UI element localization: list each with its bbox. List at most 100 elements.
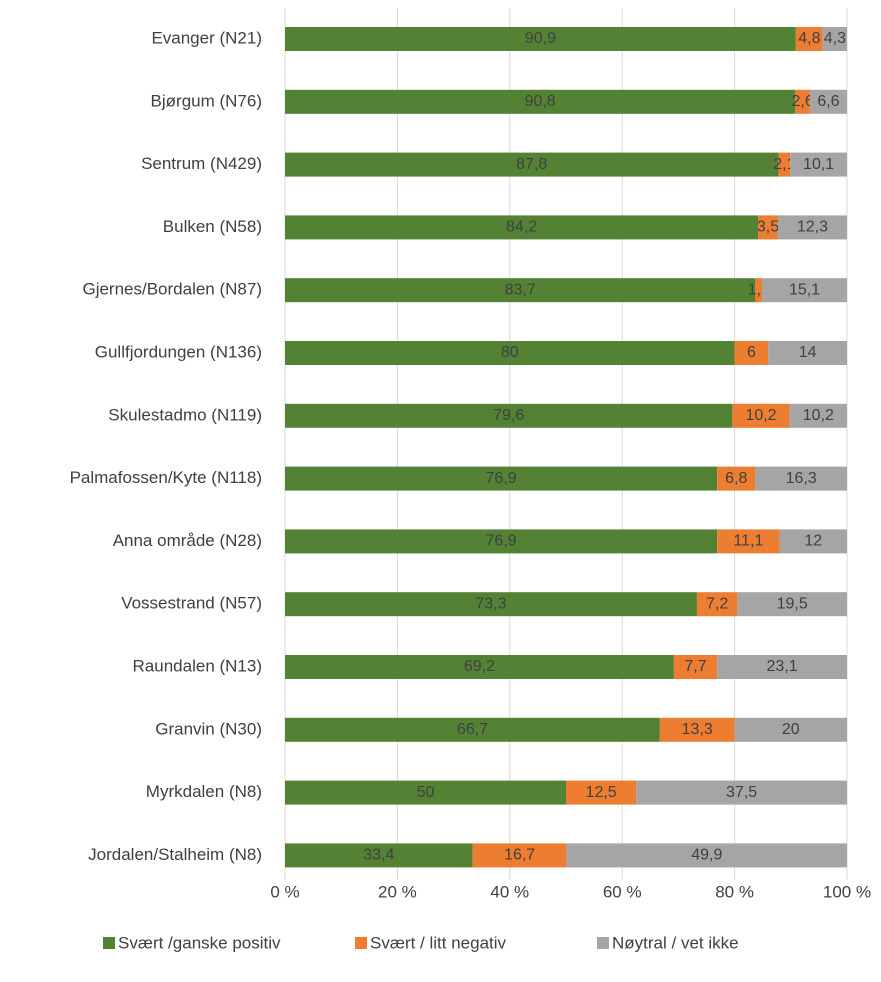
- data-label: 49,9: [691, 847, 722, 864]
- data-label: 2,1: [773, 156, 795, 173]
- bar-segment: [636, 780, 847, 805]
- data-label: 66,7: [457, 721, 488, 738]
- x-tick-label: 80 %: [715, 882, 754, 901]
- bar-segment: [755, 466, 847, 491]
- bar-segment: [809, 89, 847, 114]
- data-label: 76,9: [486, 533, 517, 550]
- bar-segment: [779, 529, 847, 554]
- bar-segment: [285, 717, 660, 742]
- data-label: 4,8: [798, 30, 820, 47]
- x-tick-label: 0 %: [270, 882, 299, 901]
- bar-segment: [734, 717, 847, 742]
- x-tick-label: 60 %: [603, 882, 642, 901]
- data-label: 20: [782, 721, 800, 738]
- bar-segment: [285, 215, 759, 240]
- data-label: 12: [804, 533, 822, 550]
- bar-segment: [822, 27, 847, 51]
- x-tick-label: 100 %: [823, 882, 871, 901]
- bar-segment: [285, 27, 796, 51]
- data-label: 83,7: [505, 281, 536, 298]
- bar-segment: [285, 592, 697, 617]
- data-label: 15,1: [789, 281, 820, 298]
- y-tick-label: Anna område (N28): [113, 531, 262, 550]
- data-label: 10,2: [803, 407, 834, 424]
- data-label: 33,4: [363, 847, 394, 864]
- bar-segment: [285, 780, 566, 805]
- y-tick-label: Gjernes/Bordalen (N87): [82, 280, 262, 299]
- bar-segment: [737, 592, 847, 617]
- y-tick-label: Palmafossen/Kyte (N118): [70, 468, 262, 487]
- data-label: 3,5: [757, 219, 779, 236]
- bar-segment: [758, 215, 778, 240]
- data-label: 90,9: [525, 30, 556, 47]
- data-label: 37,5: [726, 784, 757, 801]
- bar-segment: [566, 780, 637, 805]
- y-tick-label: Bulken (N58): [163, 217, 262, 236]
- bar-segment: [778, 152, 791, 177]
- bar-segment: [566, 843, 847, 868]
- bar-segment: [734, 341, 769, 365]
- bar-segment: [717, 529, 780, 554]
- y-tick-label: Raundalen (N13): [133, 656, 262, 675]
- legend-label: Nøytral / vet ikke: [612, 933, 739, 952]
- y-tick-label: Bjørgum (N76): [151, 91, 262, 110]
- data-label: 2,6: [791, 93, 813, 110]
- data-label: 76,9: [486, 470, 517, 487]
- bar-segment: [795, 89, 810, 114]
- y-tick-label: Vossestrand (N57): [121, 594, 262, 613]
- bar-segment: [789, 403, 847, 428]
- data-label: 7,2: [706, 595, 728, 612]
- data-label: 6: [747, 344, 756, 361]
- data-label: 23,1: [767, 658, 798, 675]
- data-label: 10,1: [803, 156, 834, 173]
- y-tick-label: Myrkdalen (N8): [146, 782, 262, 801]
- bar-segment: [659, 717, 735, 742]
- data-label: 6,8: [725, 470, 747, 487]
- y-tick-label: Sentrum (N429): [141, 154, 262, 173]
- bar-segment: [795, 27, 823, 51]
- y-tick-label: Gullfjordungen (N136): [95, 342, 262, 361]
- bar-segment: [285, 278, 756, 303]
- data-label: 12,3: [797, 219, 828, 236]
- data-label: 50: [417, 784, 435, 801]
- bar-segment: [717, 466, 756, 491]
- data-label: 84,2: [506, 219, 537, 236]
- bar-segment: [762, 278, 847, 303]
- data-label: 6,6: [817, 93, 839, 110]
- bar-segment: [285, 89, 796, 114]
- bar-segment: [777, 215, 847, 240]
- legend-swatch: [103, 937, 115, 949]
- bar-segment: [285, 655, 674, 679]
- y-tick-label: Granvin (N30): [155, 719, 262, 738]
- x-tick-label: 20 %: [378, 882, 417, 901]
- bar-segment: [285, 529, 718, 554]
- bar-segment: [790, 152, 847, 177]
- x-tick-label: 40 %: [490, 882, 529, 901]
- data-label: 90,8: [525, 93, 556, 110]
- legend-swatch: [355, 937, 367, 949]
- data-label: 16,7: [504, 847, 535, 864]
- bar-segment: [472, 843, 567, 868]
- data-label: 19,5: [777, 595, 808, 612]
- data-label: 87,8: [516, 156, 547, 173]
- bar-segment: [717, 655, 847, 679]
- data-label: 10,2: [745, 407, 776, 424]
- data-label: 4,3: [824, 30, 846, 47]
- legend-label: Svært / litt negativ: [370, 933, 507, 952]
- bar-segment: [696, 592, 738, 617]
- data-label: 7,7: [684, 658, 706, 675]
- bar-segment: [285, 843, 473, 868]
- bar-segment: [285, 341, 735, 365]
- bar-segment: [755, 278, 763, 303]
- bar-segment: [673, 655, 718, 679]
- legend-swatch: [597, 937, 609, 949]
- bar-segment: [285, 466, 718, 491]
- data-label: 69,2: [464, 658, 495, 675]
- bar-segment: [732, 403, 790, 428]
- data-label: 11,1: [733, 533, 763, 550]
- data-label: 13,3: [682, 721, 713, 738]
- data-label: 73,3: [475, 595, 506, 612]
- bar-segment: [285, 403, 733, 428]
- data-label: 14: [799, 344, 817, 361]
